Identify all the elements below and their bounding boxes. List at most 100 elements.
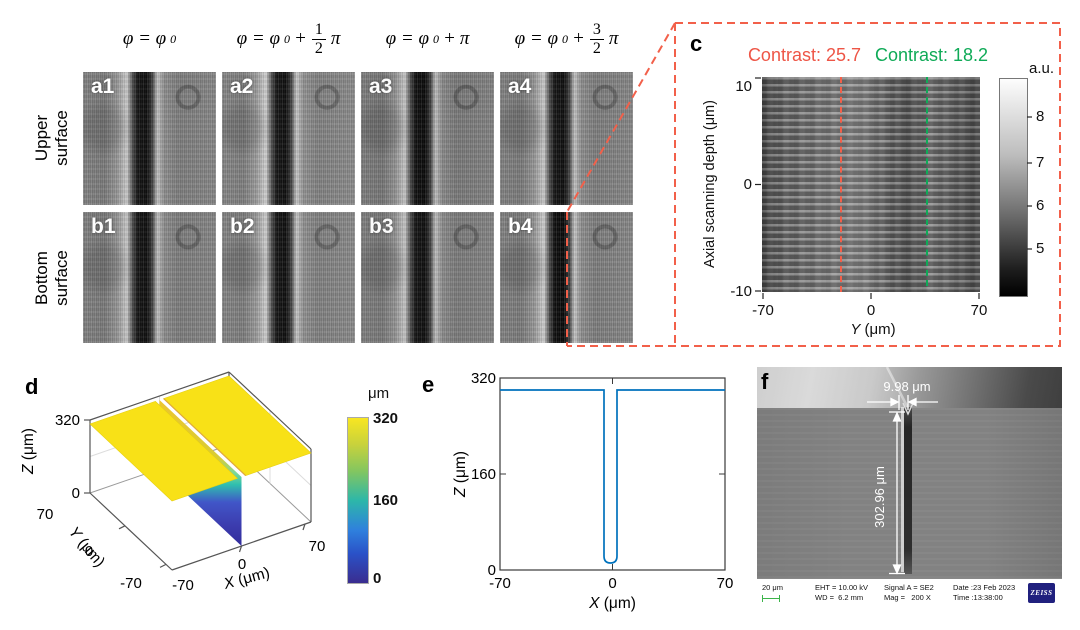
sem-groove: [904, 407, 912, 574]
sem-scale-bar: [762, 595, 780, 602]
surface-left-half: [89, 401, 238, 502]
sem-time: Time :13:38:00: [953, 592, 1003, 602]
contrast-annotations: Contrast: 25.7 Contrast: 18.2: [738, 45, 998, 66]
sem-date-time: Date :23 Feb 2023 Time :13:38:00: [953, 583, 1015, 602]
panel-letter-d: d: [25, 374, 39, 399]
c-xaxis-variable: Y: [850, 321, 861, 338]
c-xaxis-unit: (μm): [860, 321, 896, 338]
fraction-numerator: 1: [311, 21, 326, 40]
c-colorbar-label: a.u.: [1029, 60, 1055, 77]
sem-measurement-annotations: 9.98 μm 302.96 μm: [757, 367, 938, 575]
plus-operator: +: [442, 28, 456, 49]
tile-label-a4: a4: [508, 75, 532, 98]
d-ytick-70: 70: [37, 506, 54, 523]
depth-annotation-text: 302.96 μm: [872, 466, 887, 528]
contrast-value-green: Contrast: 18.2: [875, 45, 989, 65]
panel-letter-e: e: [422, 372, 435, 397]
phase-subscript: 0: [432, 31, 439, 46]
d-colorbar-tick-0: 0: [373, 570, 382, 587]
plus-operator: +: [293, 28, 307, 49]
e-ytick-320: 320: [471, 370, 496, 387]
c-xtick-neg70: -70: [752, 302, 774, 319]
phase-expression: φ = φ: [514, 28, 558, 49]
d-colorbar: [347, 417, 369, 584]
c-colorbar-tick-6: 6: [1036, 197, 1045, 214]
d-ztick-0: 0: [72, 485, 80, 502]
fraction-numerator: 3: [589, 21, 604, 40]
tile-label-b3: b3: [369, 215, 394, 238]
e-xtick-70: 70: [717, 575, 734, 592]
d-ztick-320: 320: [55, 412, 80, 429]
tile-label-b2: b2: [230, 215, 255, 238]
zoom-connector-diagonal: [566, 22, 676, 213]
pi-symbol: π: [608, 28, 619, 49]
tile-label-a2: a2: [230, 75, 254, 98]
pi-symbol: π: [330, 28, 341, 49]
d-zaxis-label: Z (μm): [20, 428, 37, 475]
c-xtick-70: 70: [970, 302, 988, 319]
fraction-denominator: 2: [314, 39, 323, 57]
phase-subscript: 0: [283, 31, 290, 46]
width-measurement-marker: [867, 395, 938, 410]
sem-eht: EHT = 10.00 kV: [815, 583, 869, 592]
d-ytick-0: 0: [85, 543, 93, 560]
interferogram-tile-b2: b2: [222, 212, 355, 343]
sem-mag: Mag = 200 X: [884, 592, 931, 602]
sem-wd: WD = 6.2 mm: [815, 592, 864, 602]
green-dashdot-marker-line: [925, 77, 928, 286]
red-dashed-marker-line: [840, 77, 843, 292]
plus-operator: +: [571, 28, 585, 49]
c-colorbar-tick-5: 5: [1036, 240, 1045, 257]
panel-c-tick-marks: [755, 77, 1032, 299]
c-ytick-neg10: -10: [730, 283, 752, 300]
d-ytick-neg70: -70: [120, 575, 142, 592]
sem-top-light-region: [757, 367, 907, 408]
zeiss-logo: ZEISS: [1028, 583, 1055, 603]
profile-curve: [500, 389, 725, 564]
interferogram-tile-b1: b1: [83, 212, 216, 343]
profile-line-plot: 320 160 0 -70 0 70 X (μm) Z (μm): [452, 370, 734, 612]
c-xaxis-label: Y (μm): [823, 321, 923, 338]
phase-expression: φ = φ: [385, 28, 429, 49]
e-xtick-0: 0: [608, 575, 616, 592]
interferogram-tile-a4: a4: [500, 72, 633, 205]
dashed-box-outline: [567, 22, 1061, 347]
e-xaxis-label: X (μm): [588, 595, 636, 612]
d-xtick-neg70: -70: [172, 577, 194, 594]
sem-signal: Signal A = SE2: [884, 583, 934, 592]
pi-symbol: π: [459, 28, 470, 49]
groove-rim-seam: [163, 398, 247, 477]
zoom-indicator-dashed-box: [566, 22, 1061, 347]
c-colorbar-tick-7: 7: [1036, 154, 1045, 171]
phase-expression: φ = φ: [122, 28, 167, 49]
depth-measurement-marker: [889, 411, 905, 575]
e-ytick-0: 0: [488, 562, 496, 579]
tile-label-b4: b4: [508, 215, 533, 238]
e-xtick-neg70: -70: [489, 575, 511, 592]
interferogram-tile-a1: a1: [83, 72, 216, 205]
c-colorbar-tick-8: 8: [1036, 108, 1045, 125]
c-xtick-0: 0: [866, 302, 876, 319]
tile-label-a1: a1: [91, 75, 115, 98]
interferogram-tile-a2: a2: [222, 72, 355, 205]
d-xtick-0: 0: [238, 556, 246, 573]
plot-tick-marks: [499, 377, 726, 571]
d-colorbar-tick-320: 320: [373, 410, 399, 427]
e-yaxis-label: Z (μm): [452, 451, 469, 498]
c-ytick-10: 10: [735, 78, 752, 95]
phase-subscript: 0: [170, 31, 177, 46]
d-colorbar-label: μm: [368, 385, 390, 402]
sem-scale-text: 20 μm: [762, 583, 783, 592]
c-colorbar: [999, 78, 1028, 297]
sem-signal-mag: Signal A = SE2 Mag = 200 X: [884, 583, 934, 602]
interferogram-tile-b3: b3: [361, 212, 494, 343]
fringe-heatmap-image: [762, 77, 980, 292]
width-annotation-text: 9.98 μm: [883, 379, 930, 394]
phase-subscript: 0: [561, 31, 568, 46]
